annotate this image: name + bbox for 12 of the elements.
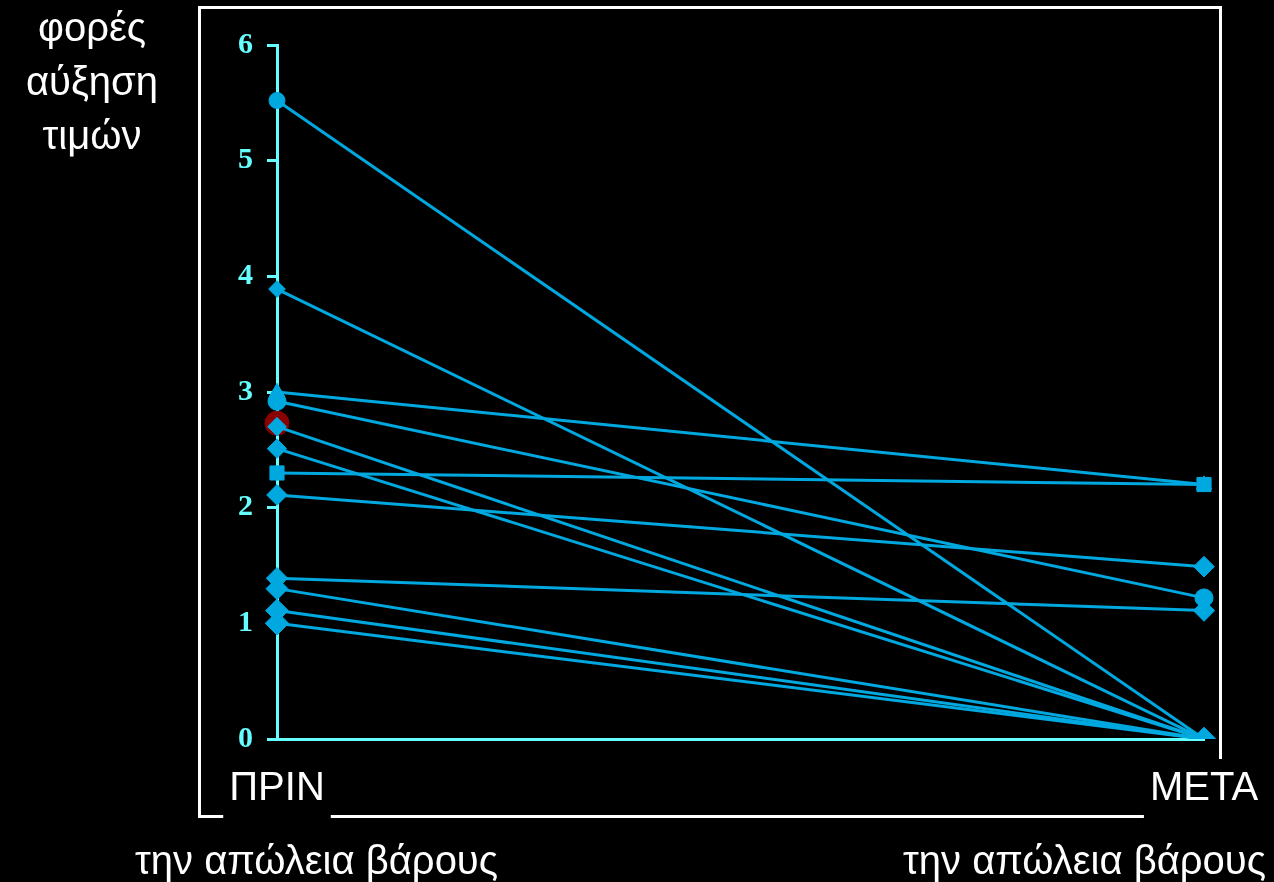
y-tick-label: 3 (238, 372, 253, 406)
y-tick-label: 0 (238, 719, 253, 753)
y-tick-label: 2 (238, 488, 253, 522)
y-tick-label: 5 (238, 141, 253, 175)
y-tick-label: 6 (238, 25, 253, 59)
y-axis-title: φορές αύξηση τιμών (25, 5, 159, 158)
text: την απώλεια βάρους (902, 838, 1266, 882)
x-tick-label: ΠΡΙΝ (229, 764, 325, 809)
y-tick-label: 1 (238, 604, 253, 638)
y-tick-label: 4 (238, 257, 253, 291)
text: την απώλεια βάρους (135, 838, 499, 882)
x-tick-label: ΜΕΤΑ (1149, 764, 1259, 809)
